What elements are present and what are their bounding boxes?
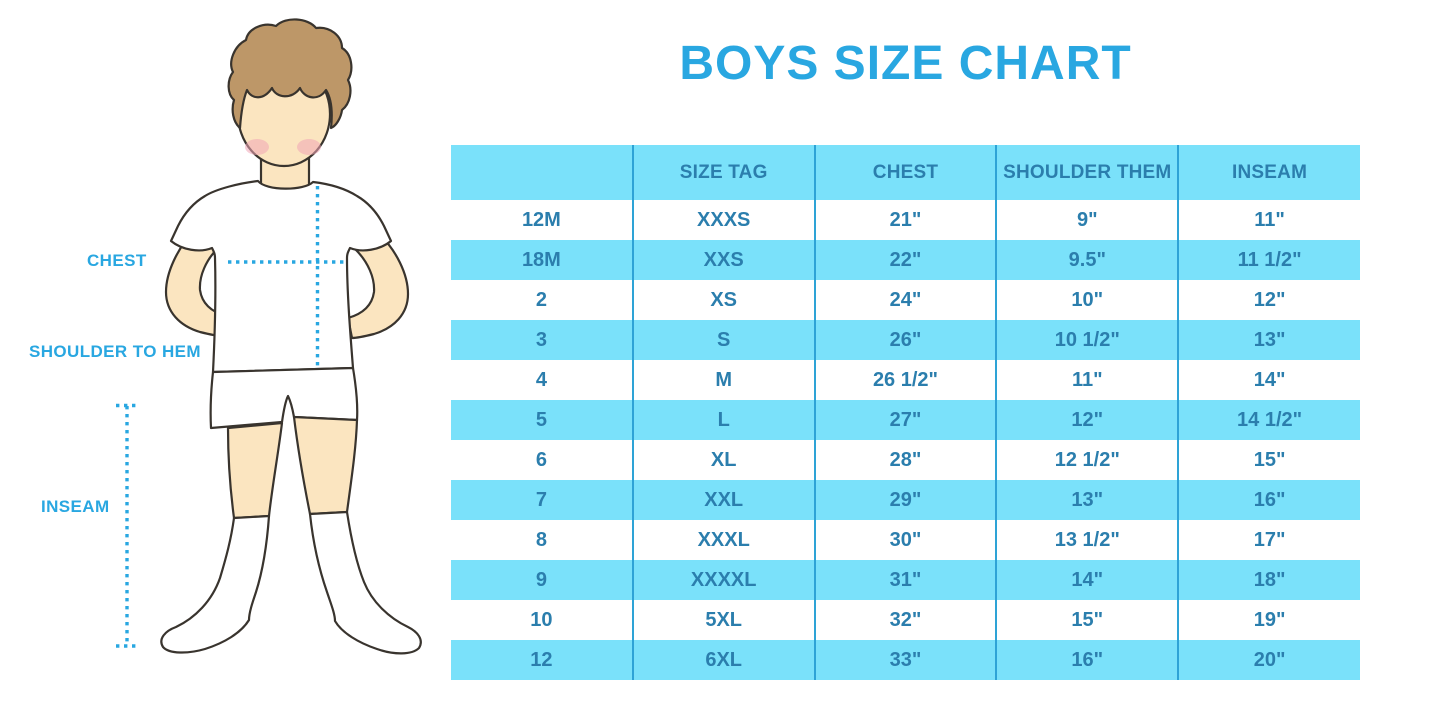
table-cell: 31" (813, 560, 997, 600)
size-table: SIZE TAG CHEST SHOULDER THEM INSEAM 12M XXXS… (451, 145, 1360, 680)
boy-blush (245, 139, 321, 155)
table-cell: XXXL (631, 520, 815, 560)
table-cell: 2 (451, 280, 633, 320)
table-row: 18M XXS 22" 9.5" 11 1/2" (451, 240, 1360, 280)
table-cell: 10 (451, 600, 633, 640)
table-cell: 20" (1177, 640, 1360, 680)
table-cell: XXXS (631, 200, 815, 240)
table-cell: 16" (1177, 480, 1360, 520)
boy-right-sock (308, 510, 422, 655)
table-cell: 18M (451, 240, 633, 280)
table-row: 2 XS 24" 10" 12" (451, 280, 1360, 320)
measurement-figure: CHEST SHOULDER TO HEM INSEAM (0, 0, 451, 723)
boy-right-arm (346, 232, 410, 340)
page-title: BOYS SIZE CHART (679, 37, 1132, 90)
table-cell: 11" (995, 360, 1179, 400)
table-cell: 33" (813, 640, 997, 680)
table-cell: 11" (1177, 200, 1360, 240)
table-cell: 10 1/2" (995, 320, 1179, 360)
chest-label: CHEST (87, 251, 147, 270)
boy-left-sock (160, 514, 271, 654)
table-cell: 6 (451, 440, 633, 480)
shoulder-to-hem-label: SHOULDER TO HEM (29, 342, 201, 361)
table-cell: 13" (995, 480, 1179, 520)
table-cell: 26 1/2" (813, 360, 997, 400)
table-cell: 14" (1177, 360, 1360, 400)
table-cell: L (631, 400, 815, 440)
table-cell: 12 1/2" (995, 440, 1179, 480)
table-cell: 18" (1177, 560, 1360, 600)
table-cell: 8 (451, 520, 633, 560)
table-cell: 24" (813, 280, 997, 320)
table-header-row: SIZE TAG CHEST SHOULDER THEM INSEAM (451, 145, 1360, 200)
table-cell: 9 (451, 560, 633, 600)
table-cell: 5 (451, 400, 633, 440)
table-cell: 12M (451, 200, 633, 240)
boy-hair (227, 18, 353, 130)
table-cell: 13" (1177, 320, 1360, 360)
table-cell: 16" (995, 640, 1179, 680)
header-cell: SIZE TAG (631, 145, 815, 200)
table-cell: 22" (813, 240, 997, 280)
header-cell (451, 145, 633, 200)
header-cell: INSEAM (1177, 145, 1360, 200)
table-cell: 4 (451, 360, 633, 400)
boy-left-leg (226, 421, 284, 520)
size-table-body: 12M XXXS 21" 9" 11" 18M XXS 22" 9.5" 11 1/2" 2 XS 24… (451, 200, 1360, 680)
inseam-measure-line (116, 403, 139, 648)
table-row: 6 XL 28" 12 1/2" 15" (451, 440, 1360, 480)
table-cell: 11 1/2" (1177, 240, 1360, 280)
boy-shorts (209, 366, 359, 430)
table-cell: 27" (813, 400, 997, 440)
table-cell: XXXXL (631, 560, 815, 600)
table-cell: 21" (813, 200, 997, 240)
table-cell: 19" (1177, 600, 1360, 640)
table-row: 12 6XL 33" 16" 20" (451, 640, 1360, 680)
table-cell: 9" (995, 200, 1179, 240)
table-cell: M (631, 360, 815, 400)
table-row: 5 L 27" 12" 14 1/2" (451, 400, 1360, 440)
table-row: 3 S 26" 10 1/2" 13" (451, 320, 1360, 360)
table-cell: S (631, 320, 815, 360)
table-row: 7 XXL 29" 13" 16" (451, 480, 1360, 520)
inseam-label: INSEAM (41, 497, 110, 516)
table-cell: 6XL (631, 640, 815, 680)
table-cell: XL (631, 440, 815, 480)
table-cell: 29" (813, 480, 997, 520)
table-cell: 10" (995, 280, 1179, 320)
table-cell: 28" (813, 440, 997, 480)
table-cell: XXS (631, 240, 815, 280)
header-cell: CHEST (813, 145, 997, 200)
table-cell: 3 (451, 320, 633, 360)
table-cell: 32" (813, 600, 997, 640)
table-cell: XS (631, 280, 815, 320)
table-cell: 14 1/2" (1177, 400, 1360, 440)
header-cell: SHOULDER THEM (995, 145, 1179, 200)
table-cell: 14" (995, 560, 1179, 600)
table-cell: 30" (813, 520, 997, 560)
table-cell: 17" (1177, 520, 1360, 560)
table-row: 9 XXXXL 31" 14" 18" (451, 560, 1360, 600)
table-cell: 15" (995, 600, 1179, 640)
table-cell: 13 1/2" (995, 520, 1179, 560)
table-cell: 12 (451, 640, 633, 680)
table-row: 8 XXXL 30" 13 1/2" 17" (451, 520, 1360, 560)
table-cell: 7 (451, 480, 633, 520)
boy-shirt (169, 179, 393, 374)
table-row: 12M XXXS 21" 9" 11" (451, 200, 1360, 240)
table-row: 10 5XL 32" 15" 19" (451, 600, 1360, 640)
boy-illustration (116, 18, 422, 655)
boy-right-leg (292, 415, 359, 516)
table-cell: 9.5" (995, 240, 1179, 280)
table-cell: 15" (1177, 440, 1360, 480)
table-cell: 12" (995, 400, 1179, 440)
table-cell: 5XL (631, 600, 815, 640)
table-cell: XXL (631, 480, 815, 520)
table-cell: 12" (1177, 280, 1360, 320)
table-cell: 26" (813, 320, 997, 360)
table-row: 4 M 26 1/2" 11" 14" (451, 360, 1360, 400)
